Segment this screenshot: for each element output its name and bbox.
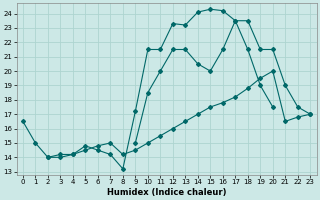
X-axis label: Humidex (Indice chaleur): Humidex (Indice chaleur): [107, 188, 226, 197]
